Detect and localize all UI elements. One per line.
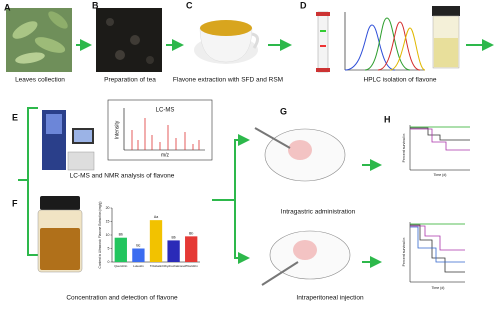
panel-caption: LC-MS and NMR analysis of flavone	[70, 173, 175, 180]
survival-y-label: Percent survival in	[402, 134, 406, 163]
y-tick-label: 15	[106, 219, 110, 223]
panel-letter: F	[12, 198, 18, 208]
panel-caption: Preparation of tea	[104, 77, 156, 84]
x-tick-label: Quercitrin	[114, 264, 127, 268]
panel-letter: E	[12, 112, 18, 122]
lcms-x-label: m/z	[161, 152, 170, 158]
value-label: Bb	[171, 235, 175, 239]
x-tick-label: Dihydrochalcone	[162, 264, 185, 268]
x-tick-label: Trilobatin	[150, 264, 163, 268]
lcms-chart: LC-MS Intensity m/z	[107, 99, 213, 161]
value-label: Aa	[154, 215, 158, 219]
panel-caption: Intraperitoneal injection	[296, 295, 364, 302]
leaves-photo	[6, 8, 72, 72]
y-tick-label: 5	[108, 246, 110, 250]
panel-caption: Concentration and detection of flavone	[66, 295, 178, 302]
survival-y-label: Percent survival in	[402, 238, 406, 267]
x-tick-label: Luteolin	[133, 264, 144, 268]
value-label: Bb	[189, 231, 193, 235]
bar	[132, 248, 145, 262]
panel-letter: G	[280, 106, 287, 116]
tea-photo	[96, 8, 162, 72]
panel-letter: C	[186, 0, 193, 10]
y-tick-label: 0	[108, 260, 110, 264]
survival-x-label: Time (d)	[432, 286, 445, 290]
extract-vial	[37, 196, 83, 273]
panel-caption: Flavone extraction with SFD and RSM	[173, 77, 283, 84]
x-tick-label: Phloridzin	[185, 264, 199, 268]
bar	[114, 237, 127, 262]
hplc-illustration	[316, 6, 460, 73]
survival-charts: Percent survival in Time (d) Percent sur…	[402, 125, 470, 290]
cup-photo	[194, 20, 259, 64]
mouse-illustrations	[254, 127, 351, 286]
value-label: Bb	[119, 233, 123, 237]
lcms-title: LC-MS	[156, 108, 175, 114]
value-label: Bc	[136, 243, 140, 247]
lcms-y-label: Intensity	[114, 120, 120, 139]
lcms-instrument	[42, 110, 95, 171]
panel-letter: B	[92, 0, 99, 10]
bar	[185, 236, 198, 262]
bar	[167, 240, 180, 262]
bar	[149, 220, 163, 262]
y-tick-label: 20	[106, 206, 110, 210]
survival-x-label: Time (d)	[434, 173, 447, 177]
panel-caption: Leaves collection	[15, 77, 65, 84]
y-tick-label: 10	[106, 233, 110, 237]
panel-letter: H	[384, 114, 391, 124]
panel-caption: Intragastric administration	[281, 209, 356, 216]
panel-caption: HPLC isolation of flavone	[364, 77, 437, 84]
y-axis-label: Content in Ultrasonic Flavone Extraction…	[98, 202, 102, 269]
panel-letter: A	[4, 2, 11, 12]
arrows	[18, 39, 494, 268]
panel-letter: D	[300, 0, 307, 10]
